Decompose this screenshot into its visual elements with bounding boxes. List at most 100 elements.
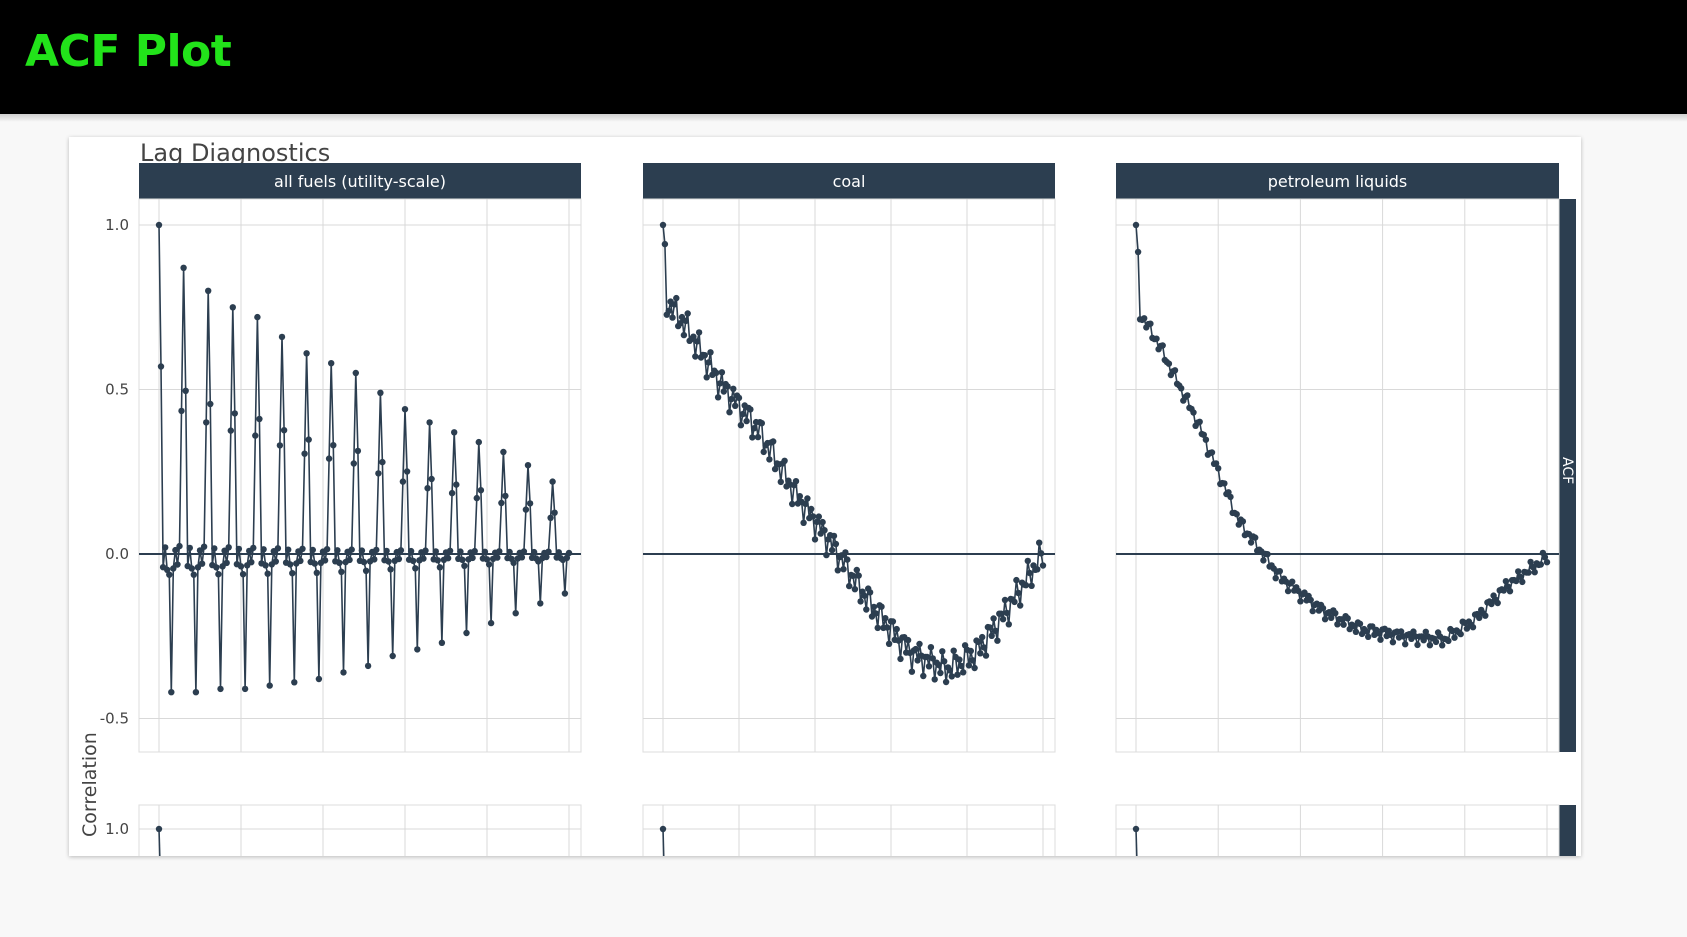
acf-point xyxy=(931,676,938,683)
acf-point xyxy=(789,500,796,508)
acf-point xyxy=(176,542,183,550)
acf-point xyxy=(815,513,822,520)
acf-point xyxy=(1134,248,1142,256)
acf-point xyxy=(561,590,569,597)
acf-point xyxy=(1463,625,1471,632)
acf-point xyxy=(694,338,701,345)
acf-point xyxy=(682,317,689,325)
acf-point xyxy=(1321,616,1329,623)
acf-point xyxy=(1375,630,1382,637)
acf-point xyxy=(735,394,743,402)
acf-point xyxy=(882,615,889,622)
acf-point xyxy=(1537,561,1545,568)
acf-point xyxy=(808,505,815,513)
acf-point xyxy=(802,500,809,508)
acf-point xyxy=(1141,315,1148,322)
acf-point xyxy=(975,638,982,646)
acf-point xyxy=(547,514,554,521)
acf-point xyxy=(407,547,415,555)
acf-point xyxy=(241,685,249,693)
acf-point xyxy=(720,388,727,395)
acf-point xyxy=(1344,615,1351,622)
acf-point xyxy=(373,546,380,554)
acf-point xyxy=(927,644,935,651)
acf-point xyxy=(198,560,206,567)
acf-point xyxy=(669,314,676,321)
acf-point xyxy=(1013,576,1020,584)
acf-point xyxy=(925,663,933,670)
acf-point xyxy=(231,410,238,417)
acf-point xyxy=(285,546,292,553)
acf-point xyxy=(1208,449,1216,456)
acf-point xyxy=(946,667,954,674)
acf-point xyxy=(207,400,214,408)
acf-point xyxy=(483,556,491,563)
acf-point xyxy=(1264,551,1271,558)
acf-point xyxy=(739,410,746,418)
acf-point xyxy=(272,558,279,565)
acf-point xyxy=(229,304,236,311)
acf-point xyxy=(297,557,304,565)
acf-point xyxy=(414,646,421,653)
acf-point xyxy=(939,648,946,655)
acf-point xyxy=(1340,621,1347,628)
acf-point xyxy=(834,567,841,574)
acf-point xyxy=(676,320,684,327)
acf-point xyxy=(958,662,965,670)
acf-point xyxy=(379,458,386,466)
acf-point xyxy=(751,425,758,432)
acf-point xyxy=(954,671,961,678)
acf-point xyxy=(692,353,699,360)
acf-point xyxy=(726,409,733,416)
acf-point xyxy=(346,556,353,564)
side-strip-row2 xyxy=(1559,805,1576,856)
acf-point xyxy=(377,389,384,396)
acf-point xyxy=(383,547,390,555)
acf-point xyxy=(422,547,429,554)
acf-point xyxy=(703,374,710,381)
acf-point xyxy=(180,264,187,271)
acf-point xyxy=(428,475,435,483)
acf-point xyxy=(1260,557,1267,564)
acf-point xyxy=(684,310,691,317)
acf-point xyxy=(1517,573,1524,580)
acf-point xyxy=(182,387,189,394)
acf-point xyxy=(713,369,720,376)
acf-point xyxy=(1039,562,1047,569)
acf-point xyxy=(1252,534,1259,541)
acf-point xyxy=(274,545,282,552)
facet-panel-row2 xyxy=(642,804,1056,856)
acf-point xyxy=(673,294,680,302)
acf-point xyxy=(811,536,819,543)
acf-point xyxy=(916,640,923,648)
acf-point xyxy=(809,513,817,520)
acf-point xyxy=(1001,596,1009,604)
acf-point xyxy=(977,650,984,657)
acf-point xyxy=(1026,569,1033,577)
acf-series-line-row2 xyxy=(158,828,161,856)
acf-point xyxy=(728,395,735,403)
acf-point xyxy=(1410,628,1417,635)
acf-point xyxy=(194,564,202,571)
acf-point xyxy=(188,565,195,572)
acf-point xyxy=(665,307,672,315)
acf-point xyxy=(792,478,800,485)
acf-point xyxy=(235,545,243,553)
acf-point xyxy=(1147,320,1154,327)
acf-point xyxy=(796,493,803,500)
acf-point xyxy=(716,380,724,387)
acf-point xyxy=(889,618,897,625)
acf-point xyxy=(264,570,271,577)
acf-point xyxy=(920,672,927,680)
acf-point xyxy=(1541,554,1549,561)
acf-point xyxy=(461,562,468,569)
acf-point xyxy=(328,360,335,367)
facet-panel-row2 xyxy=(1115,804,1560,856)
acf-point xyxy=(410,557,417,565)
acf-point xyxy=(225,544,232,551)
acf-point xyxy=(897,655,904,663)
acf-point xyxy=(166,571,173,578)
acf-point xyxy=(250,544,257,552)
acf-point xyxy=(948,673,955,680)
acf-point xyxy=(1420,637,1427,644)
